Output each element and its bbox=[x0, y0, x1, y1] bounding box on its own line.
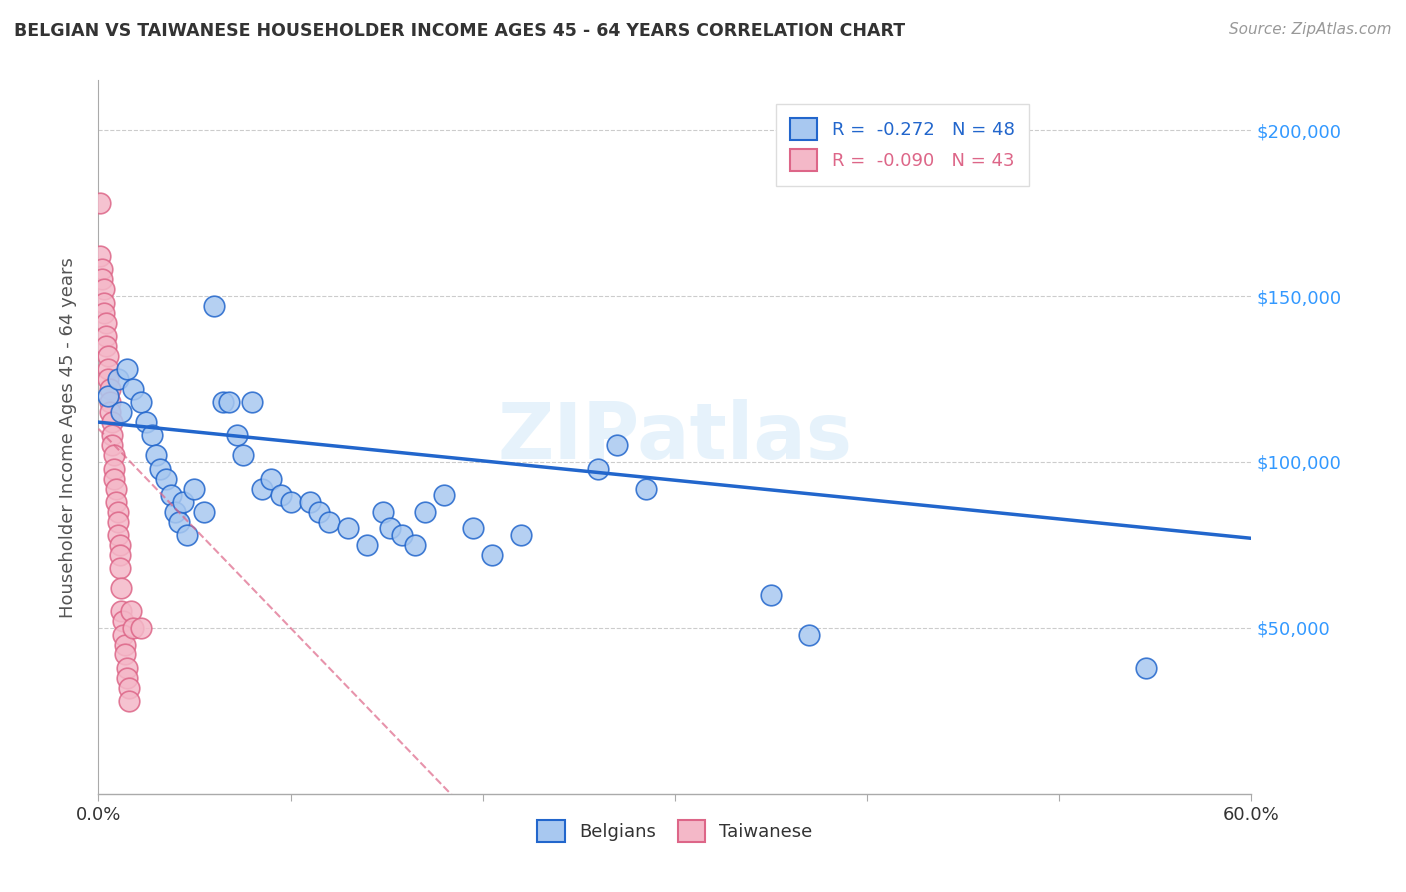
Point bbox=[97, 372, 120, 386]
Point bbox=[93, 295, 115, 310]
Point bbox=[183, 482, 205, 496]
Point bbox=[91, 272, 114, 286]
Point bbox=[101, 415, 124, 429]
Point bbox=[110, 604, 132, 618]
Point bbox=[108, 538, 131, 552]
Point bbox=[108, 548, 131, 562]
Point bbox=[308, 505, 330, 519]
Point bbox=[117, 661, 139, 675]
Point bbox=[391, 528, 413, 542]
Point bbox=[149, 461, 172, 475]
Text: ZIPatlas: ZIPatlas bbox=[498, 399, 852, 475]
Point bbox=[103, 461, 125, 475]
Point bbox=[98, 382, 121, 396]
Point bbox=[89, 196, 111, 211]
Point bbox=[112, 615, 135, 629]
Point bbox=[117, 671, 139, 685]
Point bbox=[176, 528, 198, 542]
Point bbox=[318, 515, 340, 529]
Point bbox=[202, 299, 225, 313]
Point bbox=[337, 521, 360, 535]
Text: BELGIAN VS TAIWANESE HOUSEHOLDER INCOME AGES 45 - 64 YEARS CORRELATION CHART: BELGIAN VS TAIWANESE HOUSEHOLDER INCOME … bbox=[14, 22, 905, 40]
Point bbox=[94, 339, 117, 353]
Point bbox=[225, 428, 247, 442]
Point bbox=[104, 482, 127, 496]
Legend: Belgians, Taiwanese: Belgians, Taiwanese bbox=[530, 813, 820, 849]
Point bbox=[117, 362, 139, 376]
Point bbox=[298, 495, 321, 509]
Point bbox=[107, 528, 129, 542]
Point bbox=[118, 681, 141, 695]
Point bbox=[799, 627, 821, 641]
Point bbox=[218, 395, 240, 409]
Point bbox=[110, 405, 132, 419]
Point bbox=[155, 472, 177, 486]
Point bbox=[172, 495, 194, 509]
Point bbox=[122, 382, 145, 396]
Point bbox=[122, 621, 145, 635]
Point bbox=[356, 538, 378, 552]
Point bbox=[280, 495, 302, 509]
Point bbox=[586, 461, 609, 475]
Point bbox=[120, 604, 142, 618]
Point bbox=[110, 581, 132, 595]
Point bbox=[98, 395, 121, 409]
Point bbox=[260, 472, 283, 486]
Point bbox=[165, 505, 187, 519]
Point bbox=[167, 515, 190, 529]
Point bbox=[270, 488, 292, 502]
Point bbox=[107, 515, 129, 529]
Point bbox=[129, 395, 152, 409]
Point bbox=[101, 438, 124, 452]
Point bbox=[135, 415, 157, 429]
Point bbox=[1135, 661, 1157, 675]
Point bbox=[108, 561, 131, 575]
Point bbox=[118, 694, 141, 708]
Point bbox=[481, 548, 503, 562]
Point bbox=[107, 372, 129, 386]
Point bbox=[212, 395, 235, 409]
Point bbox=[97, 388, 120, 402]
Point bbox=[510, 528, 533, 542]
Point bbox=[463, 521, 485, 535]
Point bbox=[98, 405, 121, 419]
Point bbox=[371, 505, 394, 519]
Point bbox=[636, 482, 658, 496]
Point bbox=[240, 395, 263, 409]
Point bbox=[160, 488, 183, 502]
Point bbox=[114, 648, 136, 662]
Point bbox=[93, 282, 115, 296]
Point bbox=[103, 472, 125, 486]
Y-axis label: Householder Income Ages 45 - 64 years: Householder Income Ages 45 - 64 years bbox=[59, 257, 77, 617]
Point bbox=[107, 505, 129, 519]
Point bbox=[104, 495, 127, 509]
Point bbox=[380, 521, 402, 535]
Point bbox=[97, 362, 120, 376]
Point bbox=[606, 438, 628, 452]
Point bbox=[89, 249, 111, 263]
Point bbox=[93, 305, 115, 319]
Point bbox=[250, 482, 273, 496]
Point bbox=[231, 448, 254, 462]
Point bbox=[101, 428, 124, 442]
Point bbox=[413, 505, 436, 519]
Point bbox=[433, 488, 456, 502]
Point bbox=[193, 505, 215, 519]
Text: Source: ZipAtlas.com: Source: ZipAtlas.com bbox=[1229, 22, 1392, 37]
Point bbox=[141, 428, 163, 442]
Point bbox=[114, 638, 136, 652]
Point bbox=[97, 349, 120, 363]
Point bbox=[129, 621, 152, 635]
Point bbox=[94, 316, 117, 330]
Point bbox=[112, 627, 135, 641]
Point bbox=[91, 262, 114, 277]
Point bbox=[145, 448, 167, 462]
Point bbox=[405, 538, 427, 552]
Point bbox=[759, 588, 782, 602]
Point bbox=[103, 448, 125, 462]
Point bbox=[94, 329, 117, 343]
